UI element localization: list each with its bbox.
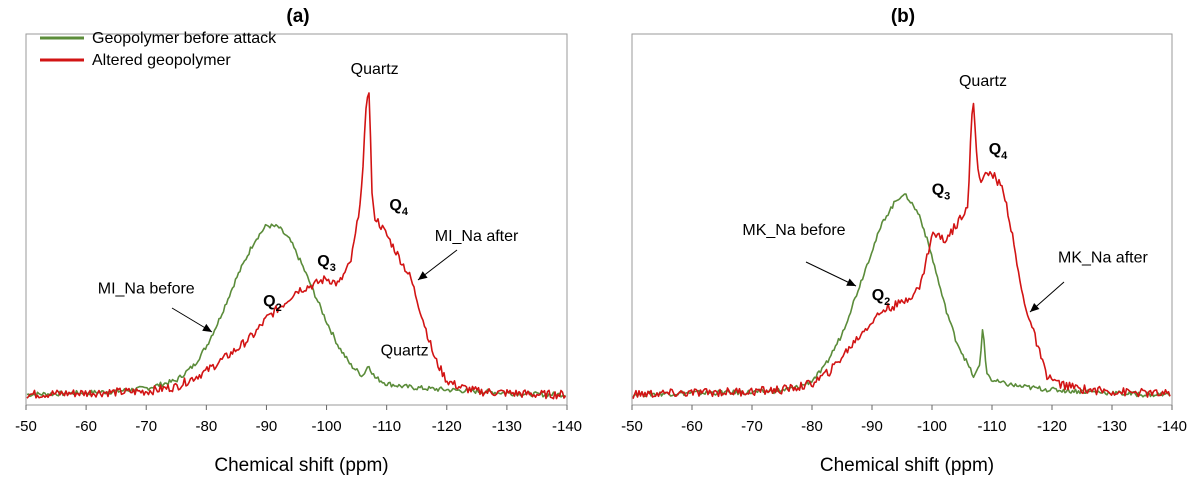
q-label: Q2 bbox=[263, 293, 282, 314]
x-tick-label: -100 bbox=[917, 418, 947, 435]
q-label: Q3 bbox=[932, 182, 951, 203]
annotation-arrowhead bbox=[202, 323, 212, 332]
x-axis-label: Chemical shift (ppm) bbox=[820, 455, 994, 476]
x-tick-label: -120 bbox=[1037, 418, 1067, 435]
annotation-arrowhead bbox=[418, 271, 428, 280]
chart-panel-b: (b) -50 -60 -70 -80 -90 -100 -110 -120 -130 -140 Ch… bbox=[621, 6, 1187, 476]
panel-title: (b) bbox=[891, 6, 915, 27]
x-tick-label: -60 bbox=[75, 418, 97, 435]
annotation-label: MK_Na after bbox=[1058, 250, 1148, 267]
x-tick-label: -50 bbox=[15, 418, 37, 435]
series-line-altered bbox=[632, 102, 1171, 399]
annotation-arrowhead bbox=[1030, 303, 1040, 312]
legend-entry: Geopolymer before attack bbox=[92, 30, 277, 47]
legend-entry: Altered geopolymer bbox=[92, 52, 231, 69]
annotation-label: MK_Na before bbox=[742, 222, 845, 239]
x-tick-label: -140 bbox=[1157, 418, 1187, 435]
x-tick-label: -120 bbox=[432, 418, 462, 435]
annotation-label: Quartz bbox=[381, 343, 429, 360]
chart-panel-a: (a) -50 -60 -70 -80 -90 -100 -110 -120 -130 -140 Ch… bbox=[15, 6, 582, 476]
annotation-arrow-line bbox=[805, 261, 857, 287]
q-label: Q3 bbox=[317, 253, 336, 274]
annotation-label: Quartz bbox=[351, 61, 399, 78]
x-tick-label: -110 bbox=[978, 418, 1007, 435]
x-tick-label: -80 bbox=[801, 418, 823, 435]
x-tick-label: -70 bbox=[135, 418, 157, 435]
series-line-before-attack bbox=[632, 193, 1171, 398]
annotation-label: MI_Na before bbox=[98, 281, 195, 298]
annotation-label: MI_Na after bbox=[435, 228, 519, 245]
x-tick-label: -90 bbox=[861, 418, 883, 435]
q-label: Q4 bbox=[389, 197, 408, 218]
panel-title: (a) bbox=[286, 6, 309, 27]
x-tick-label: -60 bbox=[681, 418, 703, 435]
x-tick-label: -70 bbox=[741, 418, 763, 435]
x-axis-label: Chemical shift (ppm) bbox=[214, 455, 388, 476]
q-label: Q2 bbox=[872, 287, 891, 308]
x-tick-label: -130 bbox=[492, 418, 522, 435]
q-label: Q4 bbox=[989, 141, 1008, 162]
x-tick-label: -130 bbox=[1097, 418, 1127, 435]
series-line-altered bbox=[26, 92, 567, 400]
x-tick-label: -50 bbox=[621, 418, 643, 435]
x-tick-label: -90 bbox=[256, 418, 278, 435]
series-line-before-attack bbox=[26, 223, 566, 398]
annotation-arrowhead bbox=[846, 278, 856, 286]
x-tick-label: -100 bbox=[312, 418, 342, 435]
x-tick-label: -80 bbox=[195, 418, 217, 435]
plot-frame bbox=[631, 33, 1173, 406]
x-tick-label: -140 bbox=[552, 418, 582, 435]
plot-frame bbox=[25, 33, 568, 406]
annotation-label: Quartz bbox=[959, 73, 1007, 90]
x-tick-label: -110 bbox=[372, 418, 401, 435]
